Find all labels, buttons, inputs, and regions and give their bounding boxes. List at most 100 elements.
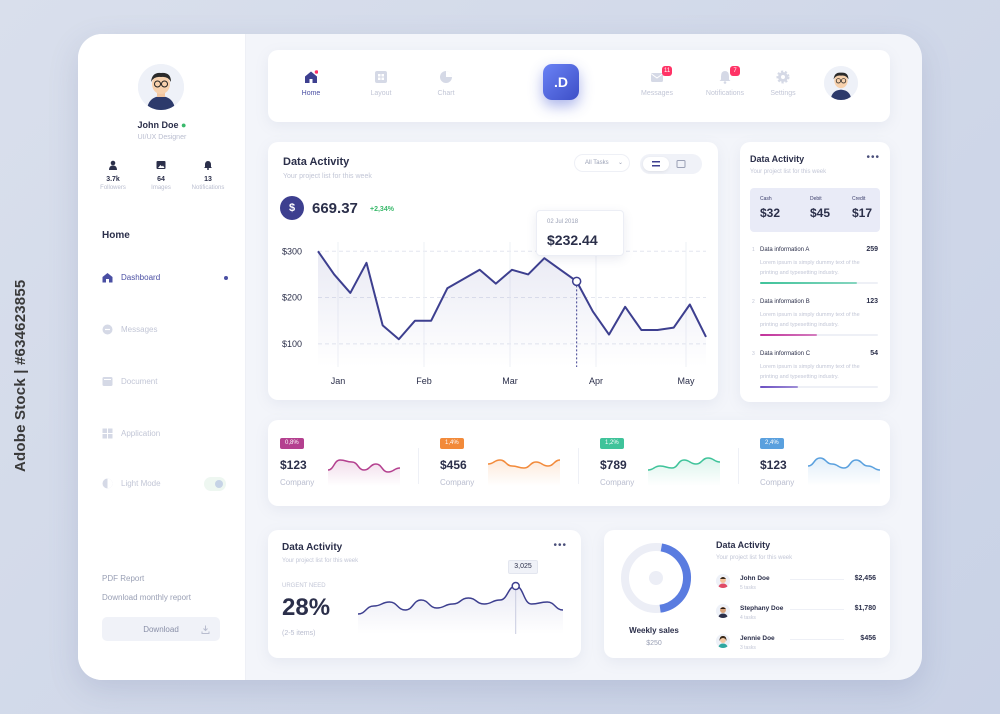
tab-home[interactable]: Home	[286, 70, 336, 97]
section-title: Home	[102, 230, 130, 241]
stat-followers[interactable]: 3.7k Followers	[93, 160, 133, 191]
card-title: Data Activity	[283, 156, 350, 168]
debit-summary: Debit $45	[810, 196, 850, 220]
user-role: UI/UX Designer	[137, 134, 187, 141]
donut-arc	[621, 543, 691, 613]
tab-messages[interactable]: 11 Messages	[632, 66, 682, 97]
person-name: John Doe	[740, 575, 770, 582]
tab-label: Messages	[641, 90, 673, 97]
metric-card[interactable]: 1,4% $456 Company	[428, 420, 578, 506]
sidebar-item-label: Messages	[121, 325, 158, 334]
select-value: All Tasks	[585, 160, 609, 166]
avatar[interactable]	[138, 64, 184, 110]
sidebar: John Doe ● UI/UX Designer 3.7k Followers…	[78, 34, 246, 680]
card-subtitle: Your project list for this week	[283, 173, 372, 180]
download-monthly-report-link[interactable]: Download monthly report	[102, 593, 191, 602]
more-options-icon[interactable]: •••	[866, 152, 880, 163]
divider	[578, 448, 579, 484]
stat-notifications[interactable]: 13 Notifications	[188, 160, 228, 191]
x-tick-label: May	[677, 376, 695, 386]
y-tick-label: $300	[282, 246, 302, 256]
person-value: $456	[860, 635, 876, 642]
card-view-icon[interactable]	[676, 159, 686, 169]
home-icon	[102, 273, 113, 283]
person-value: $2,456	[854, 575, 876, 582]
item-value: 54	[870, 350, 878, 357]
tab-settings[interactable]: Settings	[758, 70, 808, 97]
tab-chart[interactable]: Chart	[421, 70, 471, 97]
sidebar-item-light-mode: Light Mode	[102, 476, 226, 491]
highlight-point[interactable]	[511, 581, 520, 591]
donut-center	[649, 571, 663, 585]
metric-value: $789	[600, 458, 627, 472]
sparkline-area	[648, 458, 720, 486]
avatar[interactable]	[824, 66, 858, 100]
tab-label: Layout	[370, 90, 392, 97]
stat-label: Followers	[100, 185, 126, 191]
metric-card[interactable]: 2,4% $123 Company	[748, 420, 898, 506]
tooltip-date: 02 Jul 2018	[547, 219, 579, 225]
tooltip-value: $232.44	[547, 232, 598, 248]
progress-fill	[760, 386, 798, 388]
cash-summary: Cash $32	[760, 196, 800, 220]
item-number: 1	[752, 247, 755, 253]
metric-card[interactable]: 1,2% $789 Company	[588, 420, 738, 506]
tab-label: Home	[301, 90, 321, 97]
highlight-point[interactable]	[571, 276, 582, 287]
list-item[interactable]: Stephany Doe 4 tasks $1,780	[716, 604, 876, 626]
item-title: Data information B	[760, 299, 810, 305]
sidebar-item-label: Document	[121, 377, 158, 386]
view-option-list[interactable]	[643, 157, 669, 171]
progress-track	[760, 334, 878, 336]
tab-layout[interactable]: Layout	[356, 70, 406, 97]
stat-images[interactable]: 64 Images	[141, 160, 181, 191]
notifications-badge: 7	[730, 66, 740, 76]
balance-change: +2,34%	[370, 206, 394, 213]
avatar	[716, 574, 730, 588]
task-filter-select[interactable]: All Tasks ⌄	[574, 154, 630, 172]
sidebar-item-document[interactable]: Document	[102, 376, 226, 387]
metric-sparkline	[488, 459, 560, 486]
debit-label: Debit	[810, 196, 822, 202]
item-number: 3	[752, 351, 755, 357]
more-options-icon[interactable]: •••	[553, 540, 567, 551]
metric-card[interactable]: 0,8% $123 Company	[268, 420, 418, 506]
item-value: 123	[866, 298, 878, 305]
image-icon	[156, 161, 166, 169]
x-tick-label: Jan	[331, 376, 346, 386]
toggle-knob	[215, 479, 223, 488]
y-tick-label: $200	[282, 293, 302, 303]
credit-label: Credit	[852, 196, 866, 202]
sidebar-item-messages[interactable]: Messages	[102, 324, 226, 335]
sparkline-area	[488, 460, 560, 486]
divider	[418, 448, 419, 484]
list-item[interactable]: Jennie Doe 3 tasks $456	[716, 634, 876, 656]
progress-fill	[760, 282, 857, 284]
y-tick-label: $100	[282, 339, 302, 349]
sidebar-item-label: Dashboard	[121, 273, 161, 282]
person-name: Stephany Doe	[740, 605, 784, 612]
divider	[790, 579, 844, 580]
person-tasks: 4 tasks	[740, 615, 756, 621]
list-item[interactable]: John Doe 5 tasks $2,456	[716, 574, 876, 596]
line-area	[318, 251, 706, 367]
progress-track	[760, 282, 878, 284]
light-mode-toggle[interactable]	[204, 476, 226, 491]
item-description: Lorem ipsum is simply dummy text of the …	[760, 312, 860, 328]
sidebar-item-application[interactable]: Application	[102, 428, 226, 439]
x-tick-label: Feb	[416, 376, 432, 386]
tab-label: Settings	[770, 90, 796, 97]
brand-logo[interactable]: .D	[543, 64, 579, 100]
item-description: Lorem ipsum is simply dummy text of the …	[760, 364, 860, 380]
metric-value: $123	[280, 458, 307, 472]
cash-debit-credit-panel: Cash $32 Debit $45 Credit $17	[750, 188, 880, 232]
chart-tooltip: 02 Jul 2018 $232.44	[536, 210, 624, 256]
stat-label: Notifications	[191, 185, 225, 191]
sidebar-item-dashboard[interactable]: Dashboard	[102, 272, 228, 283]
metric-label: Company	[280, 478, 315, 487]
download-button[interactable]: Download	[102, 617, 220, 641]
tab-notifications[interactable]: 7 Notifications	[700, 66, 750, 97]
sparkline-line	[328, 459, 400, 473]
data-activity-card: Data Activity Your project list for this…	[268, 142, 718, 400]
pdf-report-title: PDF Report	[102, 574, 145, 583]
